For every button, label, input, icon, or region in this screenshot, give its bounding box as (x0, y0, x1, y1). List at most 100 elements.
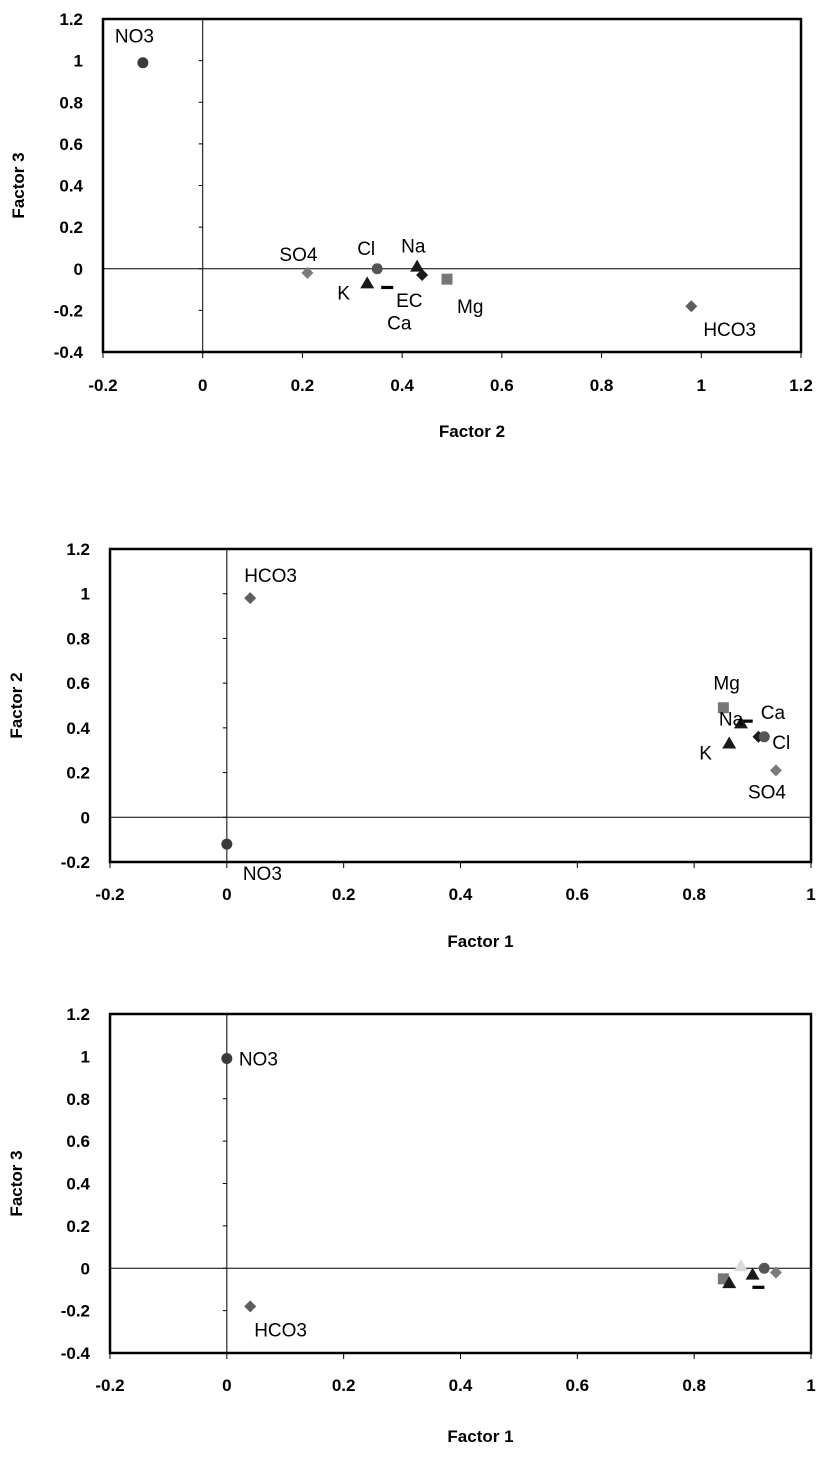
point-label-cl: Cl (357, 239, 375, 260)
x-tick-label: 0.4 (449, 885, 473, 904)
point-na (733, 716, 748, 729)
x-tick-label: 0.4 (390, 376, 414, 395)
point-label-k: K (699, 744, 712, 765)
point-ca (740, 719, 753, 723)
point-diamond-marker (769, 1266, 782, 1279)
x-tick-label: 1 (806, 885, 815, 904)
y-tick-label: 0 (81, 808, 90, 827)
point-circle-marker (758, 1262, 770, 1274)
x-tick-label: 0.8 (590, 376, 614, 395)
point-mg (717, 702, 729, 714)
plot-frame (108, 1012, 813, 1355)
y-tick-label: 0.8 (66, 1090, 90, 1109)
point-label-no3: NO3 (243, 864, 282, 885)
point-label-k: K (337, 283, 350, 304)
y-tick-label: 0.4 (59, 177, 83, 196)
y-axis-title: Factor 2 (7, 672, 26, 738)
point-so4 (301, 266, 314, 279)
point-no3 (221, 1052, 233, 1064)
x-tick-label: -0.2 (95, 885, 124, 904)
y-tick-label: 0.2 (66, 764, 90, 783)
y-tick-label: 1.2 (59, 10, 83, 29)
scatter-chart-factor3-vs-factor2: 1.210.80.60.40.20-0.2-0.4-0.2 0 0.2 0.4 0.6 0… (9, 10, 813, 441)
x-tick-label: -0.2 (95, 1376, 124, 1395)
x-tick-label: 0.8 (682, 1376, 706, 1395)
x-tick-label: 0.2 (291, 376, 315, 395)
point-hco3 (685, 300, 698, 313)
y-tick-label: 0.6 (66, 674, 90, 693)
x-tick-label: 0 (222, 885, 231, 904)
x-axis-title: Factor 2 (439, 422, 505, 441)
y-tick-label: 1.2 (66, 1005, 90, 1024)
x-tick-label: 0 (198, 376, 207, 395)
point-k (722, 736, 737, 749)
y-tick-label: 0 (74, 260, 83, 279)
point-label-hco3: HCO3 (703, 320, 756, 341)
scatter-chart-factor2-vs-factor1: 1.2 1 0.8 0.6 0.4 0.2 0 -0.2 -0.2 0 0.2 0.4 0.6 0.8 1 F… (7, 540, 816, 951)
point-label-hco3: HCO3 (254, 1320, 307, 1341)
x-tick-label: 0.4 (449, 1376, 473, 1395)
x-tick-label: 1 (697, 376, 706, 395)
point-hco3 (244, 592, 257, 605)
point-ec (416, 268, 429, 281)
x-tick-label: 0.2 (332, 1376, 356, 1395)
point-label-ec: EC (396, 291, 422, 312)
point-k (360, 276, 375, 289)
y-axis-title: Factor 3 (9, 152, 28, 218)
point-label-hco3: HCO3 (244, 566, 297, 587)
y-tick-label: 1.2 (66, 540, 90, 559)
plot-frame (108, 547, 813, 864)
point-label-na: Na (401, 237, 426, 258)
point-no3 (137, 57, 149, 69)
point-label-ca: Ca (387, 313, 412, 334)
y-tick-label: 0.2 (59, 218, 83, 237)
y-axis-title: Factor 3 (7, 1150, 26, 1216)
point-label-no3: NO3 (239, 1049, 278, 1070)
point-cl (371, 263, 383, 275)
y-tick-label: -0.2 (54, 301, 83, 320)
x-tick-label: 0 (222, 1376, 231, 1395)
point-label-no3: NO3 (115, 27, 154, 48)
y-tick-label: -0.4 (61, 1344, 91, 1363)
y-tick-label: -0.4 (54, 343, 84, 362)
y-tick-label: 0.4 (66, 719, 90, 738)
point-dash-marker (752, 1285, 765, 1289)
point-mg (441, 273, 453, 285)
point-label-mg: Mg (713, 674, 739, 695)
point-label-so4: SO4 (748, 782, 786, 803)
y-tick-label: 0.6 (59, 135, 83, 154)
y-tick-label: 0.2 (66, 1217, 90, 1236)
y-tick-label: 1 (81, 1047, 90, 1066)
x-tick-label: 0.8 (682, 885, 706, 904)
x-tick-label: 0.6 (490, 376, 514, 395)
x-tick-label: 1.2 (789, 376, 813, 395)
y-tick-label: -0.2 (61, 1302, 90, 1321)
x-axis-title: Factor 1 (447, 1427, 513, 1446)
y-tick-label: 0.8 (59, 93, 83, 112)
y-tick-label: 0.6 (66, 1132, 90, 1151)
x-tick-label: 0.2 (332, 885, 356, 904)
scatter-chart-factor3-vs-factor1: 1.210.80.60.40.20-0.2-0.4-0.2 0 0.2 0.4 0.6 0… (7, 1005, 816, 1446)
y-tick-label: 1 (74, 52, 83, 71)
point-no3 (221, 838, 233, 850)
point-so4 (769, 764, 782, 777)
x-axis-title: Factor 1 (447, 932, 513, 951)
point-square-marker (717, 1273, 729, 1285)
x-tick-label: -0.2 (88, 376, 117, 395)
point-label-cl: Cl (772, 733, 790, 754)
point-ca (381, 285, 394, 290)
y-tick-label: 0 (81, 1259, 90, 1278)
y-tick-label: 0.8 (66, 629, 90, 648)
y-tick-label: 0.4 (66, 1175, 90, 1194)
point-label-ca: Ca (761, 703, 786, 724)
x-tick-label: 0.6 (566, 885, 590, 904)
point-triangle-marker (733, 1259, 748, 1272)
y-tick-label: -0.2 (61, 853, 90, 872)
point-triangle-marker (722, 1276, 737, 1289)
point-label-mg: Mg (457, 297, 483, 318)
point-label-na: Na (719, 709, 744, 730)
y-tick-label: 1 (81, 585, 90, 604)
point-hco3 (244, 1300, 257, 1313)
point-cl (758, 731, 770, 743)
plot-frame (101, 17, 803, 354)
